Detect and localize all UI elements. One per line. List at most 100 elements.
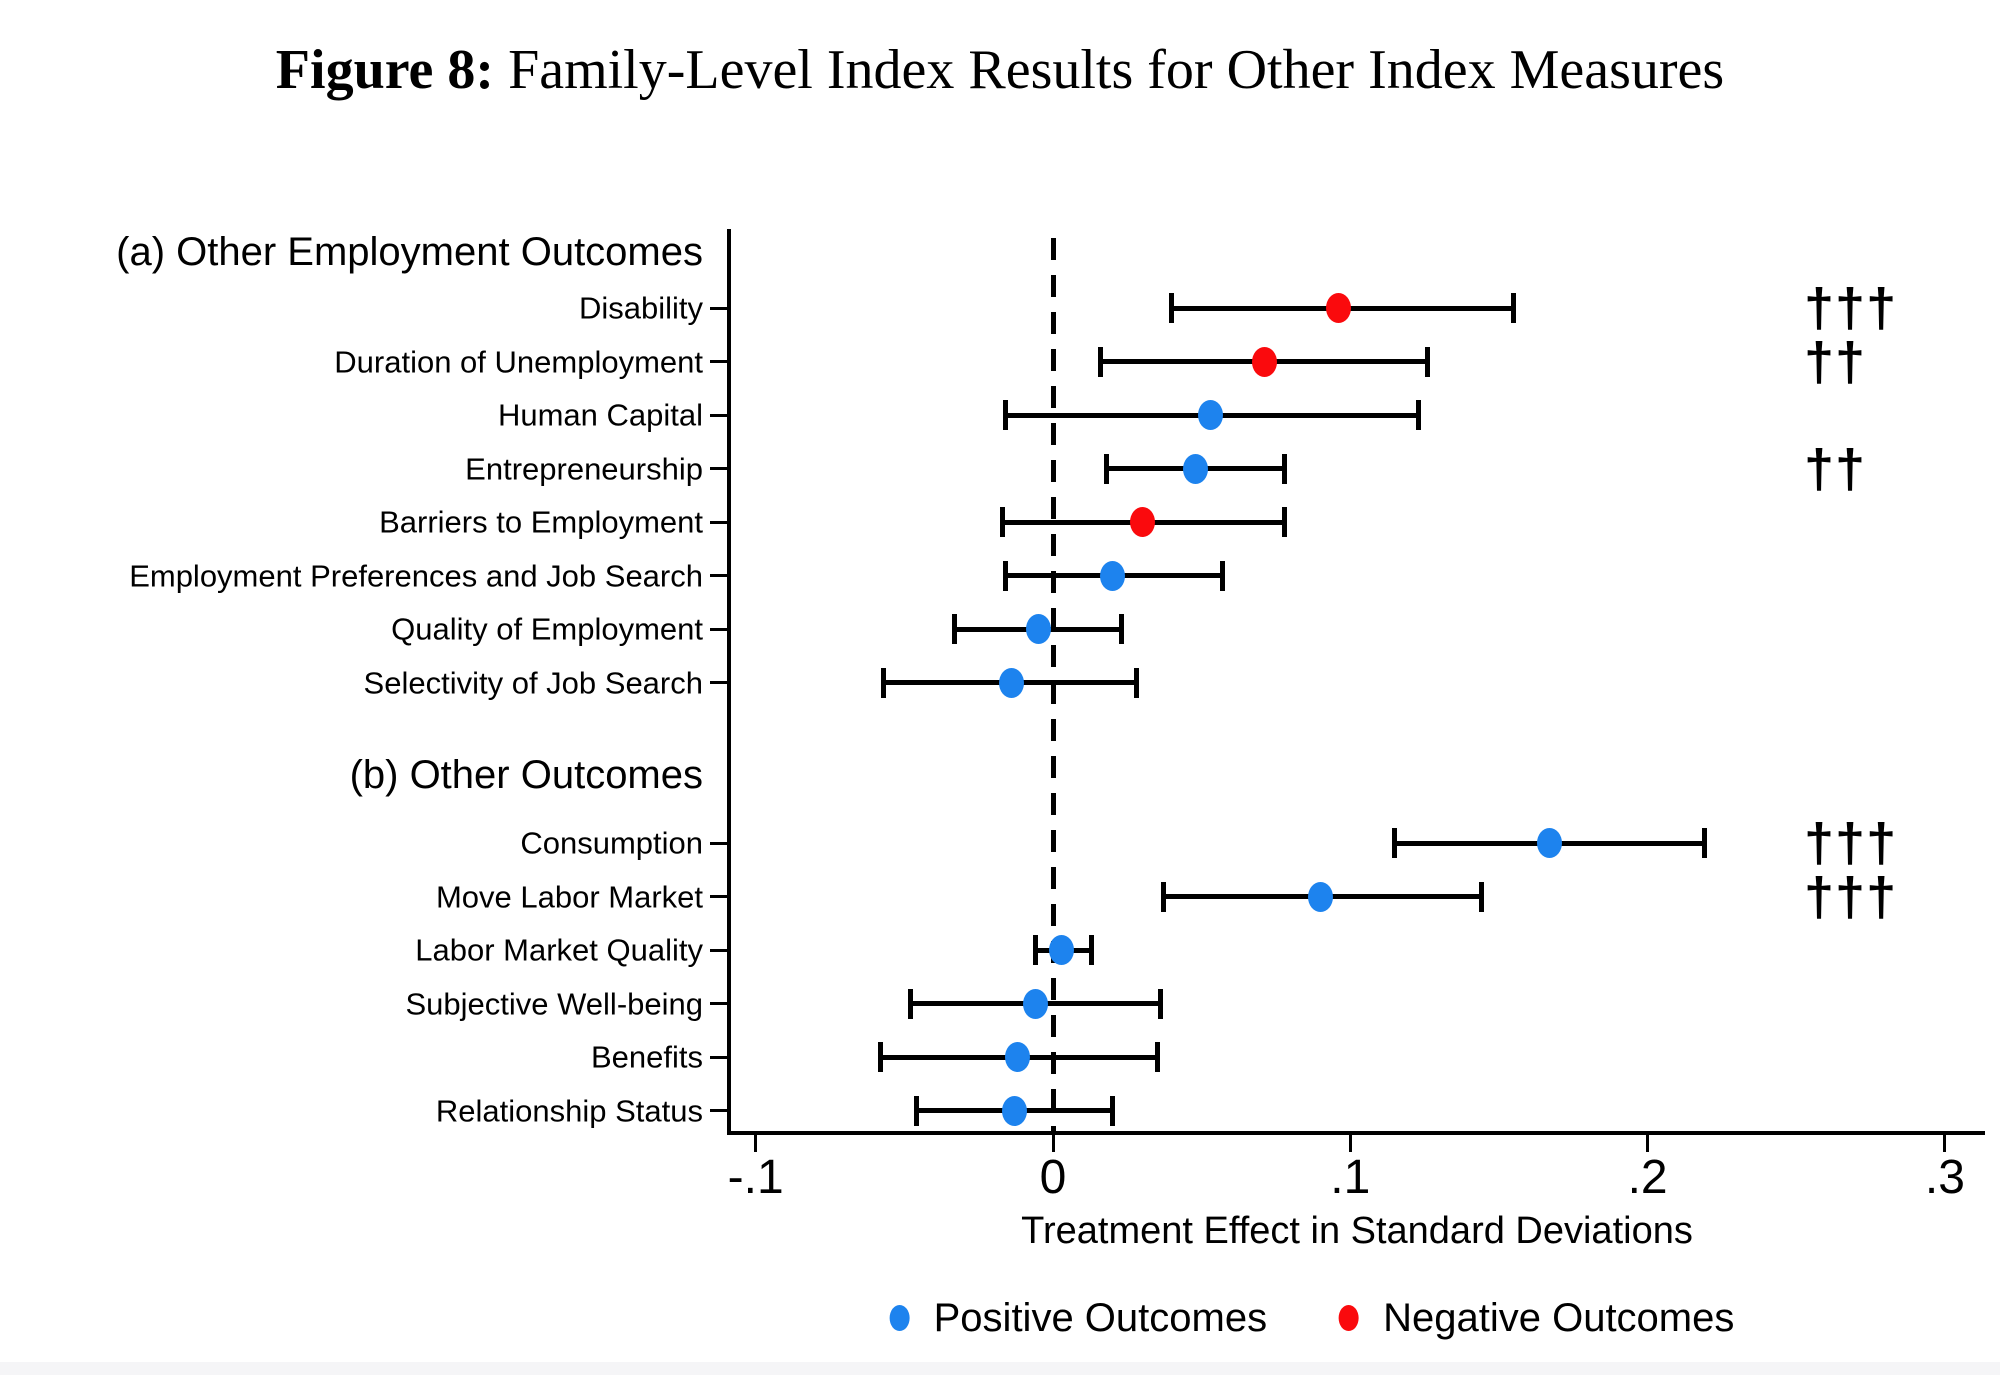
ci-cap-left (1002, 400, 1008, 430)
row-label: Disability (578, 290, 703, 326)
figure-title-text: Family-Level Index Results for Other Ind… (494, 39, 1725, 101)
x-tick-label: .2 (1627, 1151, 1668, 1204)
ci-cap-right (1219, 560, 1225, 591)
ci-cap-left (999, 507, 1005, 537)
ci-cap-left (881, 667, 887, 698)
significance-daggers: †† (1804, 438, 1867, 499)
ci-cap-right (1701, 828, 1707, 858)
row-label: Relationship Status (435, 1093, 703, 1128)
ci-cap-right (1089, 935, 1095, 965)
row-tick (710, 681, 729, 684)
row-label: Consumption (520, 825, 703, 861)
row-label: Human Capital (497, 397, 703, 433)
negative-outcomes-dot-icon (1339, 1305, 1360, 1331)
x-axis-title: Treatment Effect in Standard Deviations (1021, 1210, 1693, 1252)
ci-cap-left (1169, 293, 1175, 323)
point-estimate-dot (1025, 614, 1051, 644)
panel-header: (a) Other Employment Outcomes (116, 230, 703, 274)
significance-daggers: ††† (1804, 866, 1898, 927)
ci-cap-right (1154, 1042, 1160, 1072)
ci-cap-left (1104, 453, 1109, 484)
x-tick-label: .1 (1330, 1151, 1371, 1204)
ci-cap-left (952, 614, 958, 644)
legend: Positive Outcomes Negative Outcomes (889, 1296, 1734, 1340)
row-tick (710, 360, 729, 363)
row-tick (710, 627, 729, 631)
ci-cap-right (1133, 667, 1139, 698)
point-estimate-dot (1198, 400, 1224, 430)
ci-cap-right (1511, 293, 1517, 323)
ci-cap-right (1282, 453, 1288, 484)
legend-item-positive: Positive Outcomes (889, 1296, 1268, 1340)
ci-cap-left (1160, 881, 1166, 912)
ci-cap-left (907, 988, 913, 1019)
ci-cap-right (1109, 1095, 1115, 1126)
ci-cap-right (1118, 614, 1124, 644)
ci-cap-right (1157, 988, 1163, 1019)
y-axis-line (727, 229, 731, 1135)
row-label: Subjective Well-being (405, 986, 703, 1021)
row-tick (710, 413, 729, 417)
point-estimate-dot (1004, 1042, 1030, 1072)
row-tick (710, 306, 729, 310)
row-label: Employment Preferences and Job Search (129, 558, 703, 593)
point-estimate-dot (1536, 828, 1562, 858)
ci-cap-left (1032, 935, 1038, 965)
ci-cap-left (1098, 346, 1104, 377)
legend-label-negative: Negative Outcomes (1383, 1296, 1735, 1340)
row-label: Duration of Unemployment (334, 344, 703, 379)
point-estimate-dot (1022, 988, 1048, 1019)
row-tick (710, 1002, 729, 1005)
x-tick (1051, 1135, 1055, 1152)
row-tick (710, 841, 729, 845)
positive-outcomes-dot-icon (889, 1305, 910, 1331)
row-tick (710, 520, 729, 524)
x-tick (1348, 1135, 1352, 1152)
legend-label-positive: Positive Outcomes (933, 1296, 1268, 1340)
x-tick-label: -.1 (727, 1151, 784, 1204)
row-tick (710, 1109, 729, 1112)
row-label: Selectivity of Job Search (363, 665, 703, 700)
point-estimate-dot (1325, 293, 1351, 323)
row-label: Barriers to Employment (379, 504, 703, 540)
point-estimate-dot (1183, 453, 1209, 484)
row-tick (710, 467, 729, 470)
point-estimate-dot (1001, 1095, 1027, 1126)
row-tick (710, 948, 729, 952)
point-estimate-dot (1308, 881, 1334, 912)
row-label: Move Labor Market (435, 879, 703, 914)
significance-daggers: ††† (1804, 278, 1898, 338)
row-tick (710, 1055, 729, 1059)
row-label: Benefits (590, 1039, 703, 1075)
ci-cap-left (1392, 828, 1398, 858)
ci-cap-right (1416, 400, 1422, 430)
figure-title: Figure 8: Family-Level Index Results for… (0, 38, 2000, 102)
ci-cap-right (1282, 507, 1288, 537)
point-estimate-dot (998, 667, 1024, 698)
row-tick (710, 895, 729, 898)
point-estimate-dot (1129, 507, 1155, 537)
point-estimate-dot (1251, 346, 1277, 377)
point-estimate-dot (1049, 935, 1075, 965)
ci-cap-left (1002, 560, 1008, 591)
row-label: Labor Market Quality (415, 932, 703, 968)
bottom-strip (0, 1362, 2000, 1375)
x-tick-label: .3 (1924, 1151, 1965, 1204)
ci-cap-right (1425, 346, 1431, 377)
ci-cap-left (913, 1095, 919, 1126)
figure-number-label: Figure 8: (275, 39, 495, 101)
ci-cap-left (878, 1042, 884, 1072)
ci-cap-right (1478, 881, 1484, 912)
significance-daggers: ††† (1804, 813, 1898, 873)
row-label: Entrepreneurship (465, 451, 703, 486)
legend-item-negative: Negative Outcomes (1339, 1298, 1734, 1338)
row-label: Quality of Employment (391, 611, 703, 647)
x-tick (1943, 1135, 1947, 1152)
point-estimate-dot (1099, 560, 1125, 591)
significance-daggers: †† (1804, 331, 1867, 392)
x-tick-label: 0 (1039, 1151, 1067, 1204)
x-axis-line (727, 1131, 1985, 1135)
panel-header: (b) Other Outcomes (349, 753, 703, 797)
row-tick (710, 574, 729, 577)
